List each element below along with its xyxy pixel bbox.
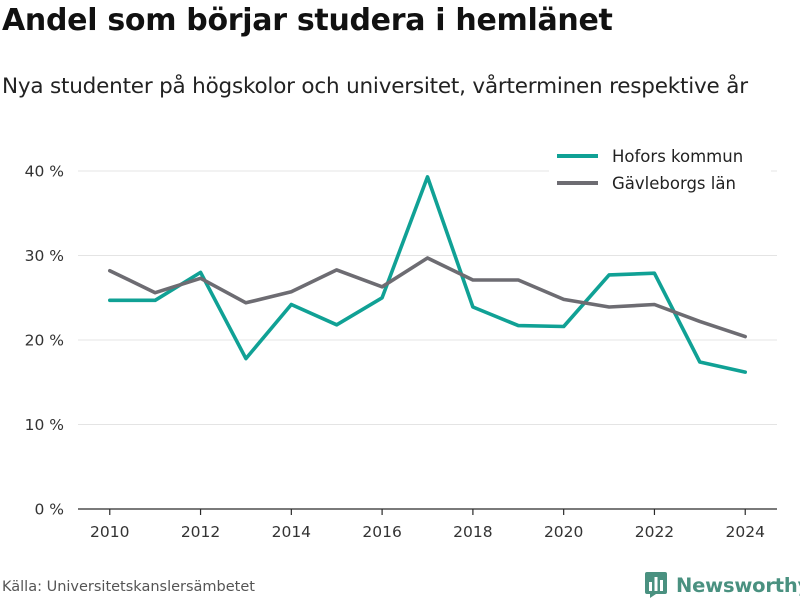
- source-note: Källa: Universitetskanslersämbetet: [2, 579, 255, 595]
- chart-title: Andel som börjar studera i hemlänet: [2, 3, 613, 38]
- legend-label: Hofors kommun: [612, 147, 743, 166]
- y-tick-label: 10 %: [25, 416, 64, 434]
- newsworthy-logo-text: Newsworthy: [676, 573, 800, 597]
- x-tick-label: 2014: [272, 523, 311, 541]
- legend: Hofors kommun Gävleborgs län: [549, 140, 771, 210]
- legend-background: [549, 140, 771, 210]
- y-axis-tick-labels: 0 % 10 % 20 % 30 % 40 %: [25, 163, 64, 519]
- x-tick-label: 2022: [635, 523, 674, 541]
- x-tick-label: 2018: [453, 523, 492, 541]
- x-tick-label: 2020: [544, 523, 583, 541]
- y-tick-label: 40 %: [25, 163, 64, 181]
- chart-subtitle: Nya studenter på högskolor och universit…: [2, 74, 748, 99]
- series-lines: [108, 175, 748, 374]
- newsworthy-logo: Newsworthy: [644, 570, 800, 600]
- x-tick-label: 2024: [726, 523, 765, 541]
- x-tick-label: 2016: [362, 523, 401, 541]
- y-tick-label: 30 %: [25, 247, 64, 265]
- legend-label: Gävleborgs län: [612, 174, 736, 193]
- series-line-2: [108, 256, 748, 339]
- series-line-1: [108, 175, 748, 374]
- x-tick-label: 2010: [90, 523, 129, 541]
- y-tick-label: 0 %: [34, 501, 64, 519]
- x-axis-ticks: 2010 2012 2014 2016 2018 2020 2022 2024: [90, 509, 765, 541]
- newsworthy-logo-icon: [645, 572, 667, 598]
- y-tick-label: 20 %: [25, 332, 64, 350]
- x-tick-label: 2012: [181, 523, 220, 541]
